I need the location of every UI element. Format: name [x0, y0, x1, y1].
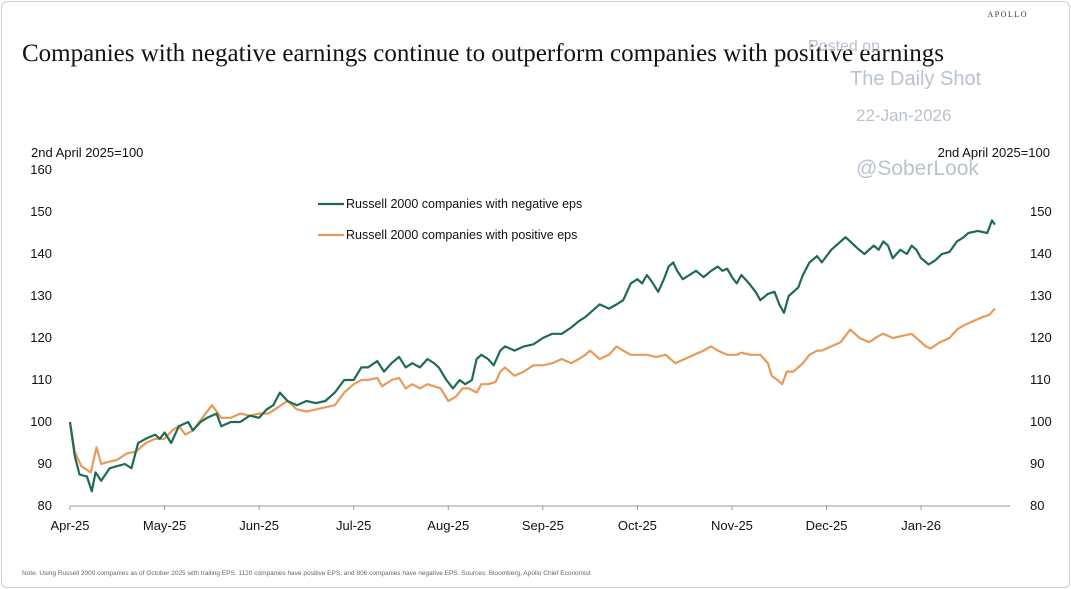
y-tick-left-label: 150 — [30, 204, 52, 219]
y-tick-right-label: 130 — [1030, 288, 1052, 303]
y-tick-left-label: 120 — [30, 330, 52, 345]
y-tick-right-label: 150 — [1030, 204, 1052, 219]
x-tick-label: Sep-25 — [522, 518, 564, 533]
legend-label-positive: Russell 2000 companies with positive eps — [346, 228, 577, 242]
y-tick-left-label: 130 — [30, 288, 52, 303]
x-tick-label: May-25 — [143, 518, 186, 533]
watermark-posted-on: Posted on — [808, 38, 881, 55]
x-tick-label: Jan-26 — [901, 518, 941, 533]
y-tick-left-label: 100 — [30, 414, 52, 429]
x-tick-label: Dec-25 — [806, 518, 848, 533]
x-tick-label: Jun-25 — [239, 518, 279, 533]
watermark-handle: @SoberLook — [856, 157, 979, 180]
y-tick-right-label: 110 — [1030, 372, 1051, 387]
y-tick-right-label: 90 — [1030, 456, 1044, 471]
y-tick-right-label: 80 — [1030, 498, 1044, 513]
y-axis-title-right: 2nd April 2025=100 — [937, 145, 1050, 160]
y-tick-right-label: 120 — [1030, 330, 1052, 345]
legend-label-negative: Russell 2000 companies with negative eps — [346, 197, 582, 211]
x-tick-label: Oct-25 — [618, 518, 657, 533]
x-tick-label: Nov-25 — [711, 518, 753, 533]
watermark-daily-shot: The Daily Shot — [850, 68, 982, 90]
brand-logo: APOLLO — [987, 10, 1028, 19]
source-note: Note: Using Russell 2000 companies as of… — [22, 570, 591, 577]
y-tick-right-label: 100 — [1030, 414, 1052, 429]
y-tick-left-label: 160 — [30, 162, 52, 177]
series-positive-eps-line — [68, 307, 996, 474]
y-tick-left-label: 110 — [31, 372, 52, 387]
x-tick-label: Jul-25 — [336, 518, 371, 533]
y-tick-right-label: 140 — [1030, 246, 1052, 261]
x-tick-label: Aug-25 — [427, 518, 469, 533]
watermark-date: 22-Jan-2026 — [856, 106, 952, 125]
y-tick-left-label: 80 — [38, 498, 52, 513]
y-tick-left-label: 140 — [30, 246, 52, 261]
chart-title: Companies with negative earnings continu… — [22, 40, 945, 67]
x-tick-label: Apr-25 — [50, 518, 89, 533]
y-tick-left-label: 90 — [38, 456, 52, 471]
y-axis-title-left: 2nd April 2025=100 — [31, 145, 144, 160]
series-negative-eps-line — [68, 219, 996, 493]
